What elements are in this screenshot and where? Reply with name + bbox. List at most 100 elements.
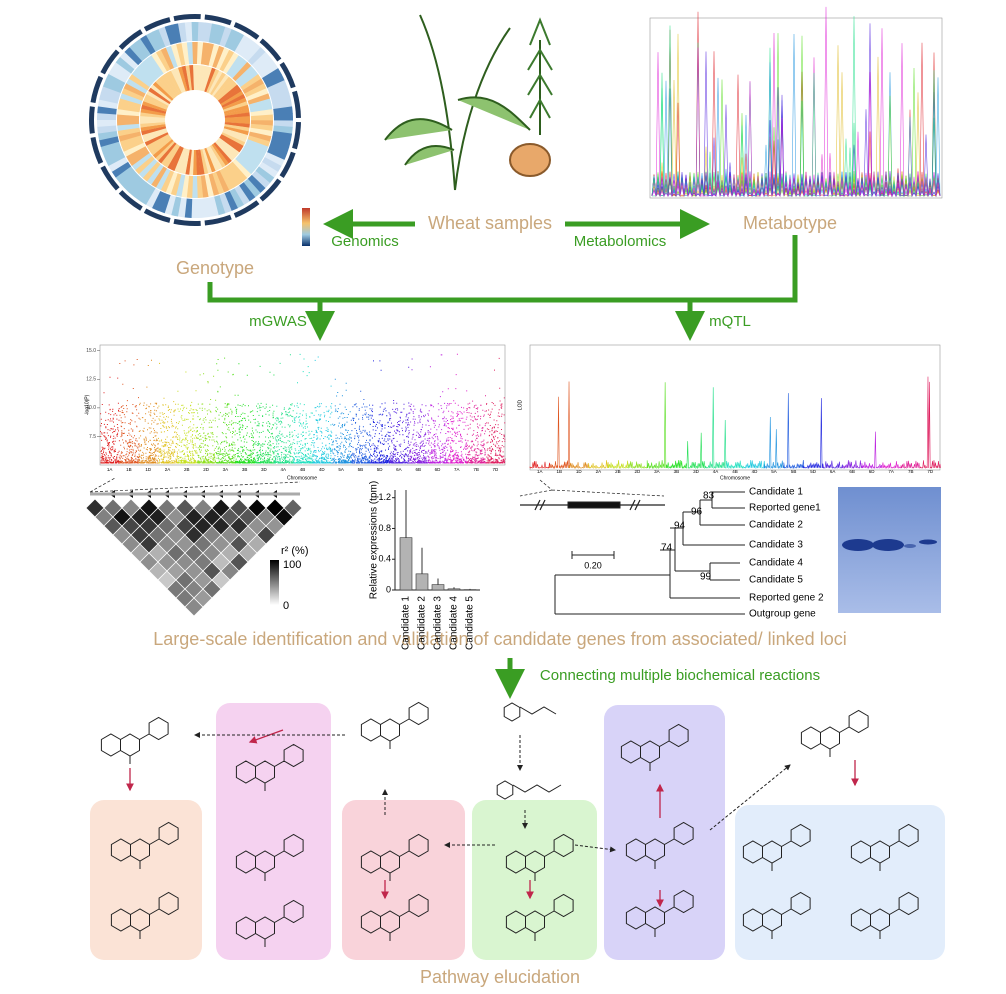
circos-segment <box>155 140 175 161</box>
chromatogram-trace <box>651 33 941 198</box>
circos-segment <box>141 104 167 114</box>
circos-segment <box>224 108 250 116</box>
circos-segment <box>216 139 238 159</box>
circos-segment <box>208 23 220 44</box>
label: Metabolomics <box>574 233 667 250</box>
manhattan-points <box>235 363 256 464</box>
tree-leaf: Reported gene1 <box>749 503 821 514</box>
circos-segment <box>232 158 252 179</box>
circos-segment <box>220 90 244 107</box>
circos-segment <box>142 100 167 112</box>
circos-segment <box>215 79 235 100</box>
circos-segment <box>206 146 220 172</box>
circos-segment <box>108 156 129 172</box>
circos-segment <box>250 123 273 132</box>
molecule <box>850 823 919 871</box>
circos-segment <box>200 175 209 198</box>
circos-segment <box>195 149 201 175</box>
circos-segment <box>176 43 186 66</box>
circos-segment <box>213 195 226 216</box>
circos-segment <box>216 81 238 101</box>
circos-segment <box>273 120 293 128</box>
circos-segment <box>255 57 275 74</box>
circos-segment <box>164 72 181 96</box>
molecule <box>235 743 304 791</box>
circos-segment <box>267 147 288 161</box>
circos-segment <box>247 47 266 66</box>
chromosome-label: 3A <box>223 467 229 472</box>
circos-segment <box>125 146 148 162</box>
circos-chromosome <box>173 218 201 227</box>
circos-segment <box>146 31 161 52</box>
circos-segment <box>148 135 171 153</box>
circos-segment <box>152 81 174 101</box>
chromosome-label: 5D <box>377 467 384 472</box>
y-tick-label: 12.5 <box>86 377 96 383</box>
circos-segment <box>164 24 177 45</box>
circos-segment <box>164 195 176 216</box>
circos-segment <box>255 166 275 184</box>
circos-segment <box>99 136 120 148</box>
scale-label: 0.20 <box>584 560 602 570</box>
circos-segment <box>117 127 141 137</box>
circos-segment <box>217 84 240 103</box>
reaction-arrow <box>574 844 616 853</box>
circos-segment <box>188 149 194 175</box>
manhattan-points <box>408 358 429 464</box>
circos-segment <box>115 56 135 74</box>
chromosome-label: 2D <box>203 467 210 472</box>
circos-segment <box>184 22 193 42</box>
circos-segment <box>208 145 223 170</box>
molecule <box>100 716 169 764</box>
chromosome-label: 3B <box>242 467 248 472</box>
box <box>90 800 202 960</box>
circos-segment <box>219 26 233 47</box>
circos-segment <box>240 74 262 91</box>
manhattan-points <box>100 376 121 464</box>
circos-segment <box>208 173 220 196</box>
chromosome-label: 1D <box>576 469 583 474</box>
bar <box>399 537 413 591</box>
chromosome-label: 4D <box>319 467 326 472</box>
ld-legend-title: r² (%) <box>281 545 309 557</box>
qtl-trace <box>783 393 805 470</box>
circos-segment <box>229 188 244 209</box>
molecule <box>800 709 869 757</box>
chromatogram-trace <box>651 11 941 198</box>
chromosome-label: 4D <box>752 469 759 474</box>
circos-segment <box>273 113 293 121</box>
manhattan-points <box>157 362 179 464</box>
circos-segment <box>202 197 213 218</box>
circos-segment <box>146 163 164 185</box>
circos-segment <box>234 185 250 206</box>
molecule <box>110 891 179 939</box>
qtl-trace <box>724 460 746 470</box>
chromosome-label: 2A <box>596 469 602 474</box>
circos-segment <box>123 83 146 98</box>
circos-segment <box>193 65 198 91</box>
label: Genomics <box>331 233 399 250</box>
circos-segment <box>150 137 173 156</box>
chromosome-label: 3B <box>674 469 680 474</box>
chromosome-label: 6D <box>435 467 442 472</box>
circos-segment <box>102 146 123 160</box>
circos-segment <box>181 149 190 175</box>
circos-segment <box>229 161 248 182</box>
chromosome-label: 6A <box>396 467 402 472</box>
circos-segment <box>238 182 256 202</box>
gel-bands <box>842 539 937 551</box>
circos-chromosome <box>118 29 143 50</box>
x-tick-label: Candidate 1 <box>401 596 412 650</box>
circos-segment <box>264 73 285 89</box>
chromatogram-trace <box>651 6 941 198</box>
chromosome-label: 1B <box>557 469 563 474</box>
circos-segment <box>151 190 166 211</box>
circos-segment <box>249 103 273 113</box>
circos-segment <box>100 86 121 99</box>
circos-segment <box>269 86 290 99</box>
circos-segment <box>143 97 168 110</box>
circos-segment <box>197 149 205 175</box>
circos-segment <box>243 178 261 198</box>
circos-segment <box>247 93 271 105</box>
circos-segment <box>235 155 255 175</box>
